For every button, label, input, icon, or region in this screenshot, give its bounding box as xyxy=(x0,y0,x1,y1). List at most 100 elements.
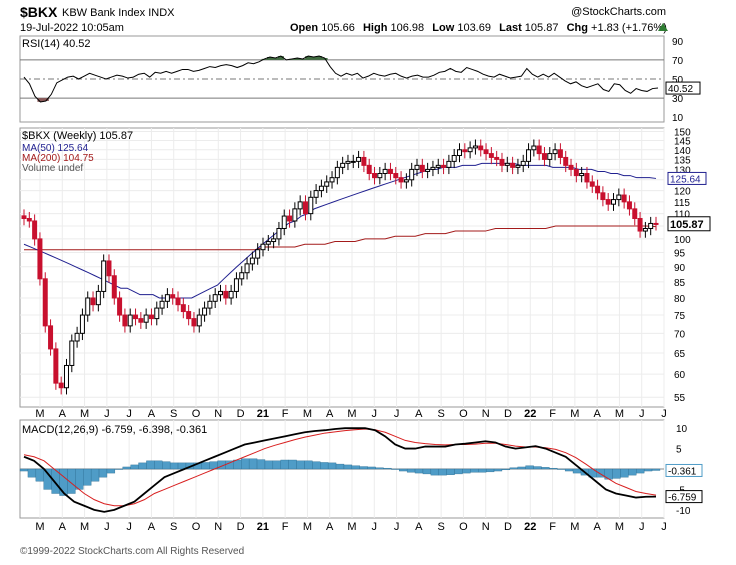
candle-body xyxy=(499,158,505,166)
macd-histogram-bar xyxy=(541,467,550,470)
macd-histogram-bar xyxy=(27,468,37,478)
candle-body xyxy=(287,215,293,222)
candle-body xyxy=(48,325,54,350)
x-tick-label: A xyxy=(593,521,601,533)
price-y-tick-label: 140 xyxy=(674,146,691,157)
candle-body xyxy=(568,164,574,170)
candle-body xyxy=(324,181,330,187)
macd-histogram-bar xyxy=(241,458,250,470)
rsi-y-tick-label: 70 xyxy=(672,56,684,67)
macd-histogram-bar xyxy=(98,468,108,478)
price-y-tick-label: 65 xyxy=(674,349,686,360)
candle-body xyxy=(207,300,213,309)
candle-body xyxy=(648,222,654,229)
x-tick-label: F xyxy=(282,408,289,420)
candle-body xyxy=(403,179,409,183)
candle-body xyxy=(340,162,346,168)
candle-body xyxy=(377,173,383,179)
x-tick-label: 22 xyxy=(524,521,536,533)
candle-body xyxy=(414,164,420,170)
x-tick-label: S xyxy=(170,521,177,533)
macd-histogram-bar xyxy=(564,468,574,472)
x-tick-label: N xyxy=(214,408,222,420)
candle-body xyxy=(318,185,324,192)
macd-histogram-bar xyxy=(612,468,621,479)
brand-label[interactable]: @StockCharts.com xyxy=(571,6,666,18)
chg-value: +1.83 (+1.76%) xyxy=(591,22,667,34)
price-legend-symbol: $BKX (Weekly) 105.87 xyxy=(22,130,133,142)
candle-body xyxy=(223,290,229,299)
macd-histogram-bar xyxy=(406,468,416,473)
x-tick-label: D xyxy=(504,408,512,420)
candle-body xyxy=(37,238,43,280)
copyright-footer: ©1999-2022 StockCharts.com All Rights Re… xyxy=(20,546,245,557)
macd-y-tick-label: -10 xyxy=(676,506,691,517)
candle-body xyxy=(462,149,468,153)
candle-body xyxy=(106,260,112,277)
macd-histogram-bar xyxy=(478,468,487,473)
macd-histogram-bar xyxy=(549,467,558,470)
x-tick-label: M xyxy=(80,408,89,420)
candle-body xyxy=(356,156,362,162)
candle-body xyxy=(90,297,96,306)
candle-body xyxy=(605,199,611,205)
macd-histogram-bar xyxy=(501,468,511,471)
candle-body xyxy=(164,294,170,302)
macd-histogram-bar xyxy=(146,460,155,470)
price-y-tick-label: 130 xyxy=(674,165,691,176)
candle-body xyxy=(350,160,356,163)
macd-histogram-bar xyxy=(320,462,329,470)
rsi-y-tick-label: 30 xyxy=(672,94,684,105)
candle-body xyxy=(398,177,404,183)
candle-body xyxy=(653,222,659,225)
price-y-tick-label: 135 xyxy=(674,155,691,166)
exchange-text: INDX xyxy=(148,7,175,19)
candle-body xyxy=(26,217,32,222)
candle-body xyxy=(488,153,494,158)
macd-histogram-bar xyxy=(485,468,495,473)
candle-body xyxy=(472,145,478,149)
candle-body xyxy=(478,145,484,151)
x-tick-label: D xyxy=(237,408,245,420)
ma50-line xyxy=(23,162,657,299)
ohlc-readout: Open 105.66 High 106.98 Low 103.69 Last … xyxy=(290,22,669,34)
candle-body xyxy=(196,314,202,327)
price-y-tick-label: 95 xyxy=(674,248,686,259)
index-name: KBW Bank Index INDX xyxy=(62,7,175,19)
macd-histogram-bar xyxy=(367,466,376,470)
macd-histogram-bar xyxy=(438,468,447,476)
macd-histogram-bar xyxy=(651,468,661,471)
candle-body xyxy=(409,168,415,181)
macd-histogram-bar xyxy=(312,461,321,470)
x-tick-label: A xyxy=(148,521,156,533)
x-tick-label: A xyxy=(593,408,601,420)
candle-body xyxy=(446,160,452,168)
candle-body xyxy=(584,173,590,183)
macd-histogram-bar xyxy=(636,468,645,474)
candle-body xyxy=(180,304,186,313)
x-tick-label: D xyxy=(237,521,245,533)
change-up-icon xyxy=(658,23,668,31)
candle-body xyxy=(552,149,558,155)
x-tick-label: J xyxy=(126,521,132,533)
x-tick-label: 21 xyxy=(257,408,269,420)
candle-body xyxy=(632,208,638,219)
price-legend-ma200: MA(200) 104.75 xyxy=(22,153,94,164)
candle-body xyxy=(32,220,38,240)
macd-histogram-bar xyxy=(517,466,526,470)
macd-signal-line xyxy=(23,428,657,507)
candle-body xyxy=(276,227,282,240)
candle-body xyxy=(138,318,144,323)
high-label: High xyxy=(362,22,388,34)
macd-histogram-bar xyxy=(643,468,653,472)
candle-body xyxy=(329,177,335,183)
low-value: 103.69 xyxy=(457,22,491,34)
candle-body xyxy=(191,318,197,327)
x-tick-label: J xyxy=(372,521,378,533)
macd-histogram-bar xyxy=(446,468,455,475)
macd-hist-last-box xyxy=(665,463,703,477)
candle-body xyxy=(302,201,308,215)
x-tick-label: M xyxy=(570,408,579,420)
candle-body xyxy=(148,314,154,320)
candle-body xyxy=(419,164,425,172)
